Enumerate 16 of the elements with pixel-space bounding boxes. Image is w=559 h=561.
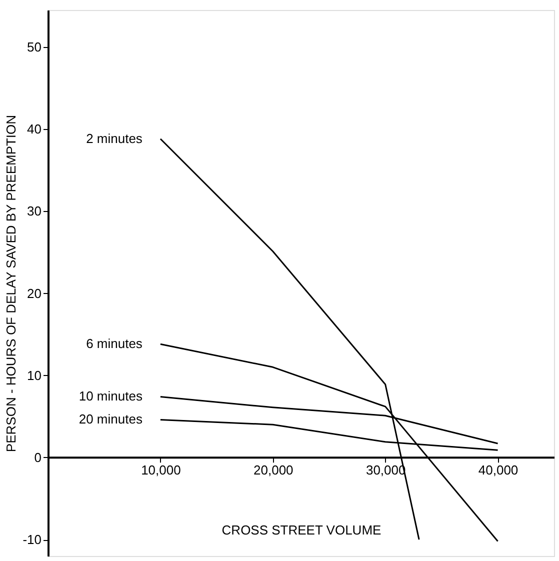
- y-tick-label: 40: [27, 122, 42, 137]
- series-label: 10 minutes: [78, 388, 143, 404]
- y-axis-title: PERSON - HOURS OF DELAY SAVED BY PREEMPTION: [4, 114, 19, 452]
- series-label: 2 minutes: [86, 130, 143, 146]
- y-tick-label: 0: [34, 450, 42, 465]
- x-tick-label: 40,000: [478, 462, 518, 478]
- y-tick-label: 20: [27, 286, 42, 301]
- x-tick-label: 10,000: [141, 462, 181, 478]
- x-tick-label: 20,000: [254, 462, 294, 478]
- x-axis-title: CROSS STREET VOLUME: [222, 522, 382, 538]
- y-tick-label: 10: [27, 368, 42, 383]
- y-tick-label: 30: [27, 204, 42, 219]
- y-tick-label: -10: [22, 532, 42, 548]
- series-label: 6 minutes: [86, 336, 143, 352]
- y-tick-label: 50: [27, 39, 42, 54]
- series-label: 20 minutes: [78, 412, 143, 427]
